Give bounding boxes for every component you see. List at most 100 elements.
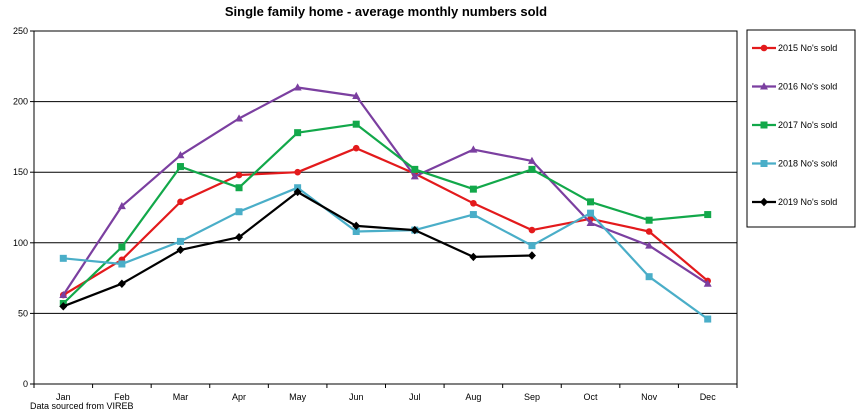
legend-marker: [760, 44, 768, 52]
x-tick-label: Apr: [232, 392, 246, 402]
x-tick-label: Sep: [524, 392, 540, 402]
data-point: [59, 290, 68, 299]
data-point: [527, 251, 536, 260]
y-tick-label: 0: [23, 379, 28, 389]
data-point: [527, 156, 536, 164]
series-line: [62, 123, 708, 305]
data-point: [176, 151, 185, 159]
data-point: [645, 228, 653, 235]
data-point: [704, 211, 712, 219]
data-point: [352, 221, 361, 231]
legend-label: 2016 No's sold: [778, 82, 837, 92]
data-point: [469, 145, 478, 153]
data-point: [293, 187, 302, 197]
data-point: [59, 302, 68, 311]
legend-label: 2015 No's sold: [778, 43, 837, 53]
data-point: [470, 199, 477, 207]
series-line: [62, 147, 709, 296]
data-point: [645, 216, 653, 224]
data-point: [235, 114, 244, 122]
data-point: [528, 242, 536, 250]
y-axis: 0 50 100 150 200 250: [13, 26, 34, 389]
data-point: [235, 208, 243, 216]
x-tick-label: Mar: [173, 392, 189, 402]
chart-title: Single family home - average monthly num…: [225, 4, 547, 19]
data-point: [177, 198, 184, 206]
series-line: [63, 186, 709, 320]
legend-marker: [760, 160, 768, 167]
series-2: [59, 83, 712, 299]
data-point: [176, 163, 184, 171]
data-point: [645, 241, 654, 249]
source-note: Data sourced from VIREB: [30, 401, 134, 411]
legend-item: 2017 No's sold: [752, 120, 837, 130]
legend-marker: [760, 121, 768, 129]
data-point: [411, 165, 419, 173]
data-point: [410, 172, 419, 180]
data-point: [469, 252, 478, 262]
x-tick-label: Jul: [409, 392, 421, 402]
data-point: [117, 201, 126, 210]
series-line: [62, 86, 709, 296]
legend-marker: [760, 197, 768, 207]
data-point: [235, 171, 243, 179]
data-point: [587, 198, 595, 206]
x-tick-label: May: [289, 392, 307, 402]
legend-item: 2018 No's sold: [752, 159, 837, 169]
data-point: [176, 237, 184, 245]
data-point: [528, 226, 536, 234]
data-point: [352, 144, 360, 152]
data-point: [293, 83, 302, 91]
data-point: [352, 120, 360, 128]
data-point: [176, 245, 185, 255]
series-4: [59, 184, 712, 323]
gridlines: [34, 101, 737, 314]
data-point: [645, 273, 653, 281]
x-tick-label: Aug: [465, 392, 481, 402]
data-point: [294, 184, 302, 192]
legend-label: 2017 No's sold: [778, 120, 837, 130]
series-5: [59, 187, 536, 311]
y-tick-label: 150: [13, 167, 28, 177]
y-tick-label: 50: [18, 308, 28, 318]
series-3: [59, 120, 712, 308]
data-point: [294, 168, 301, 176]
legend-label: 2018 No's sold: [778, 159, 837, 169]
data-point: [352, 228, 360, 236]
plot-area: [33, 30, 738, 385]
x-tick-label: Jun: [349, 392, 364, 402]
y-tick-label: 100: [13, 238, 28, 248]
legend-item: 2019 No's sold: [752, 197, 837, 207]
data-point: [352, 91, 361, 99]
x-tick-label: Feb: [114, 392, 130, 402]
data-point: [410, 225, 419, 235]
legend-item: 2015 No's sold: [752, 43, 837, 53]
data-point: [528, 165, 536, 173]
y-tick-label: 250: [13, 26, 28, 36]
data-point: [294, 129, 302, 137]
legend-item: 2016 No's sold: [752, 82, 837, 92]
x-axis: Jan Feb Mar Apr May Jun Jul Aug Sep Oct Nov Dec: [33, 384, 738, 402]
data-point: [118, 243, 126, 251]
legend-label: 2019 No's sold: [778, 197, 837, 207]
data-point: [235, 232, 244, 242]
x-tick-label: Jan: [56, 392, 71, 402]
data-point: [586, 218, 595, 227]
x-tick-label: Oct: [584, 392, 599, 402]
data-point: [704, 315, 712, 323]
x-tick-label: Nov: [641, 392, 658, 402]
data-point: [587, 209, 595, 217]
data-point: [235, 184, 243, 192]
data-point: [59, 254, 67, 262]
x-tick-label: Dec: [700, 392, 717, 402]
data-point: [469, 211, 477, 219]
data-point: [117, 279, 126, 288]
series-group: [59, 83, 712, 323]
legend-marker: [760, 82, 768, 90]
data-point: [703, 279, 712, 287]
data-point: [469, 185, 477, 193]
series-1: [59, 144, 712, 299]
legend: 2015 No's sold 2016 No's sold 2017 No's so…: [752, 43, 837, 207]
data-point: [118, 260, 126, 268]
